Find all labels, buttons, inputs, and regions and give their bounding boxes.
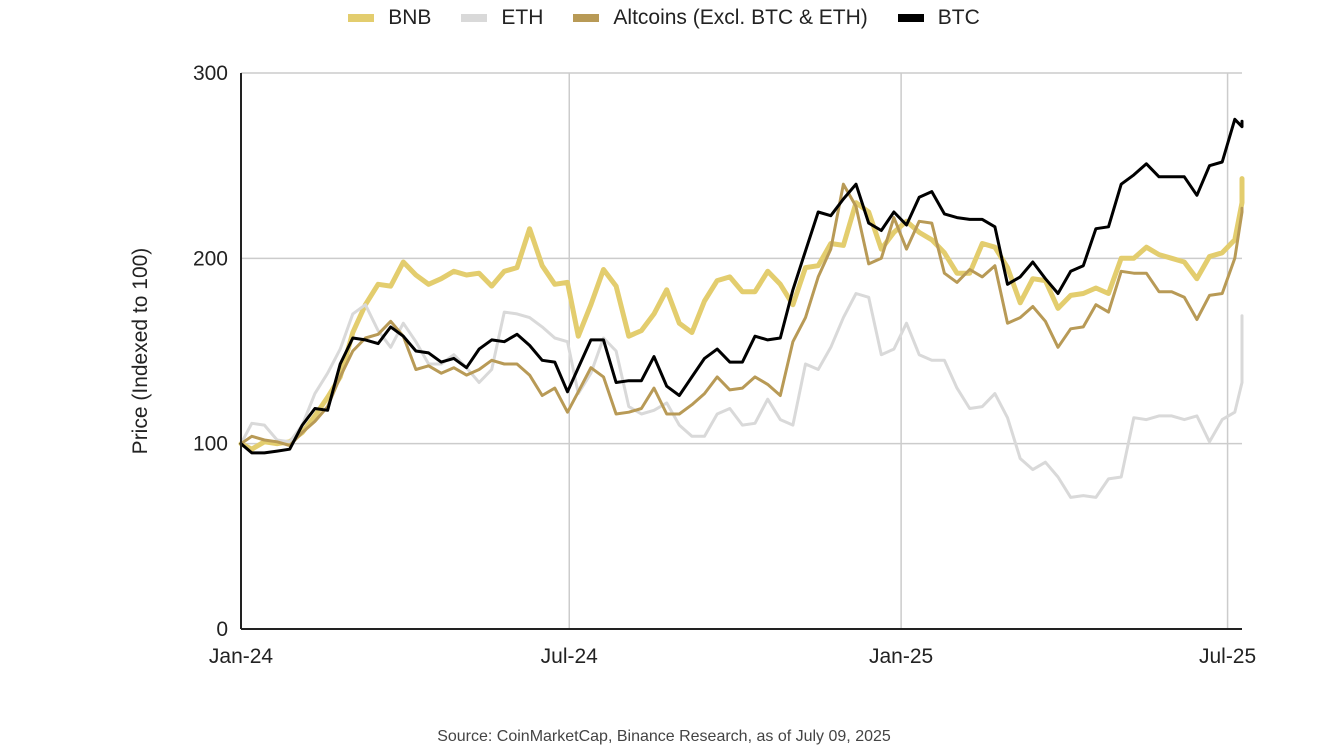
- legend-swatch: [348, 14, 375, 22]
- legend-swatch: [573, 14, 600, 22]
- legend-item: Altcoins (Excl. BTC & ETH): [573, 6, 868, 30]
- legend-label: ETH: [501, 6, 544, 29]
- x-tick-label: Jan-24: [209, 645, 274, 668]
- legend-item: BNB: [348, 6, 431, 30]
- legend-swatch: [461, 14, 488, 22]
- series-line-bnb: [238, 176, 1245, 452]
- legend-label: Altcoins (Excl. BTC & ETH): [613, 6, 868, 29]
- series-line-eth: [239, 292, 1244, 499]
- y-tick-label: 300: [193, 62, 228, 85]
- legend-swatch: [897, 14, 924, 22]
- legend-label: BTC: [937, 6, 980, 29]
- legend-item: BTC: [897, 6, 980, 30]
- y-tick-label: 0: [216, 618, 228, 641]
- y-tick-label: 200: [193, 247, 228, 270]
- x-tick-label: Jul-25: [1199, 645, 1256, 668]
- series-line-btc: [239, 117, 1244, 455]
- legend-item: ETH: [461, 6, 543, 30]
- x-tick-label: Jan-25: [869, 645, 933, 668]
- x-tick-label: Jul-24: [541, 645, 599, 668]
- legend-label: BNB: [388, 6, 432, 29]
- source-note: Source: CoinMarketCap, Binance Research,…: [437, 728, 891, 745]
- y-tick-label: 100: [193, 433, 228, 456]
- chart-legend: BNB ETH Altcoins (Excl. BTC & ETH) BTC: [0, 6, 1328, 30]
- y-axis-label: Price (Indexed to 100): [129, 248, 152, 455]
- series-line-altcoins-excl-btc-eth-: [239, 182, 1244, 447]
